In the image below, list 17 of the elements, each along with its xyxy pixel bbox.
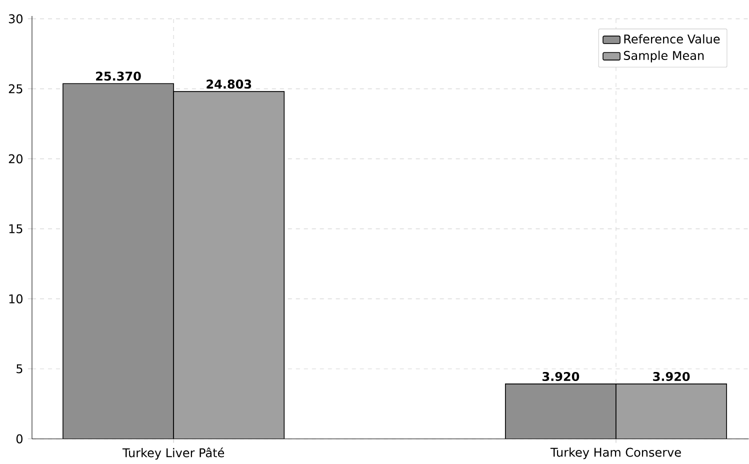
y-tick-label: 5 bbox=[16, 364, 22, 374]
bar bbox=[62, 83, 174, 439]
y-tick-label: 30 bbox=[8, 14, 22, 24]
data-label: 3.920 bbox=[653, 372, 690, 381]
data-label: 25.370 bbox=[96, 72, 141, 81]
x-tick-label: Turkey Ham Conserve bbox=[550, 448, 681, 460]
data-label: 24.803 bbox=[206, 80, 252, 89]
y-tick-label: 15 bbox=[9, 224, 22, 234]
y-tick-label: 10 bbox=[9, 294, 22, 304]
x-tick-label: Turkey Liver Pâté bbox=[122, 448, 224, 460]
data-label: 3.920 bbox=[542, 372, 580, 381]
y-tick-label: 20 bbox=[8, 154, 22, 164]
legend-label: Reference Value bbox=[624, 34, 720, 44]
y-tick-label: 0 bbox=[16, 434, 22, 444]
y-tick-label: 25 bbox=[8, 84, 22, 94]
legend-label: Sample Mean bbox=[624, 50, 704, 62]
bar bbox=[505, 384, 616, 439]
